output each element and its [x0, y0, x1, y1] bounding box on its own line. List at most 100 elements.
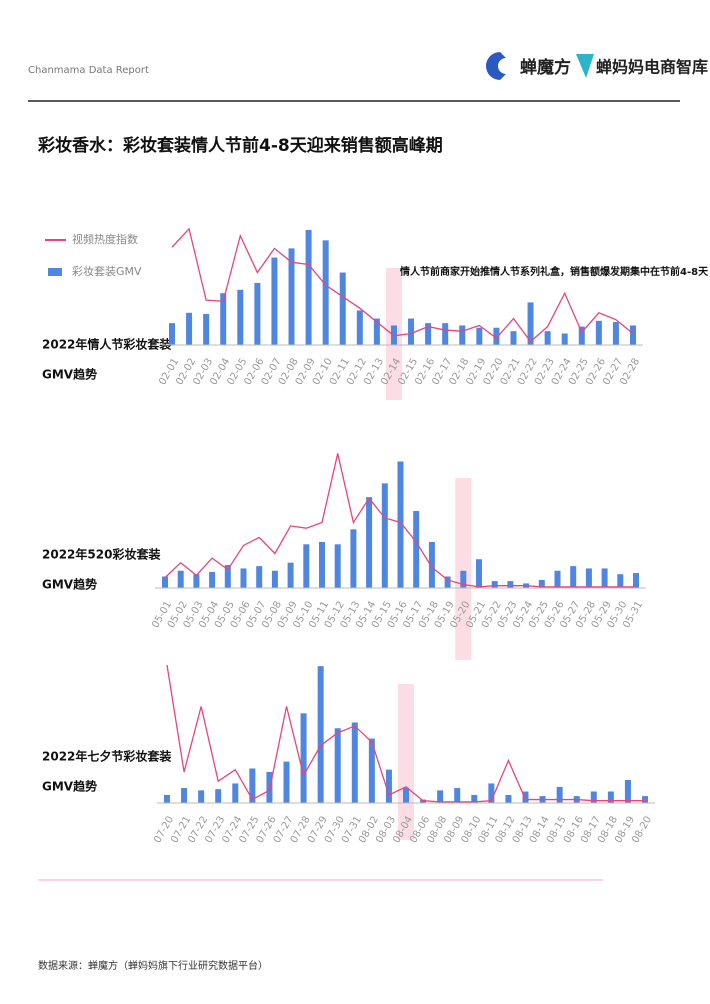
bar [437, 790, 444, 803]
bar [177, 570, 184, 588]
bar [633, 573, 639, 588]
logo-text: 蝉魔方 [520, 57, 571, 78]
bar [220, 293, 227, 345]
bar [624, 780, 631, 803]
source-note: 数据来源：蝉魔方（蝉妈妈旗下行业研究数据平台） [38, 959, 268, 972]
bar [368, 738, 375, 803]
bar [607, 791, 614, 803]
bar [403, 788, 409, 803]
bar [444, 576, 451, 588]
bar [460, 570, 467, 588]
bar [442, 323, 449, 345]
bar [428, 542, 435, 588]
bar [590, 791, 597, 803]
bar [240, 568, 247, 588]
legend-swatch [48, 268, 62, 276]
bar [522, 791, 529, 803]
bar [334, 728, 341, 803]
bar [164, 794, 170, 803]
bar [507, 581, 514, 588]
line [166, 664, 645, 803]
bar [283, 761, 290, 803]
bar [578, 326, 585, 345]
bar [612, 322, 619, 345]
page-title: 彩妆香水：彩妆套装情人节前4-8天迎来销售额高峰期 [37, 135, 443, 156]
bar [271, 570, 278, 588]
highlight-band [398, 684, 414, 840]
bar [356, 310, 363, 345]
bar [601, 568, 608, 588]
bar [617, 574, 624, 588]
annotation: 情人节前商家开始推情人节系列礼盒，销售额爆发期集中在节前4-8天 [400, 265, 709, 278]
bar [303, 544, 310, 588]
bar [319, 542, 325, 588]
bar [385, 769, 392, 803]
bar [254, 282, 261, 345]
logo-icon [576, 54, 594, 78]
bar [249, 768, 256, 803]
bar [544, 331, 551, 345]
bar [186, 312, 193, 345]
bar [366, 497, 373, 588]
bar [425, 323, 432, 345]
bar [271, 257, 278, 345]
bar [642, 796, 648, 803]
bar [317, 666, 324, 803]
bar [510, 331, 517, 345]
legend-label: 彩妆套装GMV [72, 265, 142, 278]
chart-label: GMV趋势 [42, 779, 97, 794]
bar [459, 325, 466, 345]
bar [305, 230, 312, 345]
bar [491, 581, 498, 588]
bar [505, 794, 512, 803]
bar [493, 327, 500, 345]
chart-label: 2022年情人节彩妆套装 [42, 337, 171, 352]
highlight-band [455, 478, 472, 660]
bar [488, 783, 495, 803]
bar [256, 566, 263, 588]
chart-label: 2022年七夕节彩妆套装 [42, 749, 171, 764]
report-name: Chanmama Data Report [28, 65, 149, 76]
bar [288, 248, 295, 345]
bar [413, 510, 420, 588]
bar [287, 562, 294, 588]
bar [408, 318, 415, 345]
bar [181, 788, 188, 803]
bar [322, 240, 329, 345]
chart-label: 2022年520彩妆套装 [42, 547, 160, 562]
bar [527, 302, 534, 345]
line [171, 227, 634, 343]
bar [339, 272, 346, 345]
chart-label: GMV趋势 [42, 367, 97, 382]
bar [232, 783, 239, 803]
bar [169, 323, 175, 345]
bar [554, 570, 561, 588]
bar [630, 325, 636, 345]
bar [538, 579, 545, 588]
chart-label: GMV趋势 [42, 577, 97, 592]
legend-label: 视频热度指数 [72, 232, 138, 246]
bar [471, 794, 478, 803]
bar [397, 461, 404, 588]
bar [193, 574, 200, 588]
bar [215, 789, 222, 803]
bar [162, 576, 168, 588]
bar [198, 790, 205, 803]
bar [454, 788, 461, 803]
bar [476, 327, 483, 345]
line [164, 453, 636, 588]
bar [570, 566, 577, 588]
bar [556, 786, 563, 803]
bar [561, 333, 568, 345]
bar [351, 722, 358, 803]
bar [595, 320, 602, 345]
logo-text: 蝉妈妈电商智库 [596, 58, 708, 77]
bar [476, 559, 482, 588]
bar [350, 529, 357, 588]
bar [585, 568, 592, 588]
bar [300, 713, 307, 803]
bar [224, 565, 231, 588]
bar [203, 313, 210, 345]
